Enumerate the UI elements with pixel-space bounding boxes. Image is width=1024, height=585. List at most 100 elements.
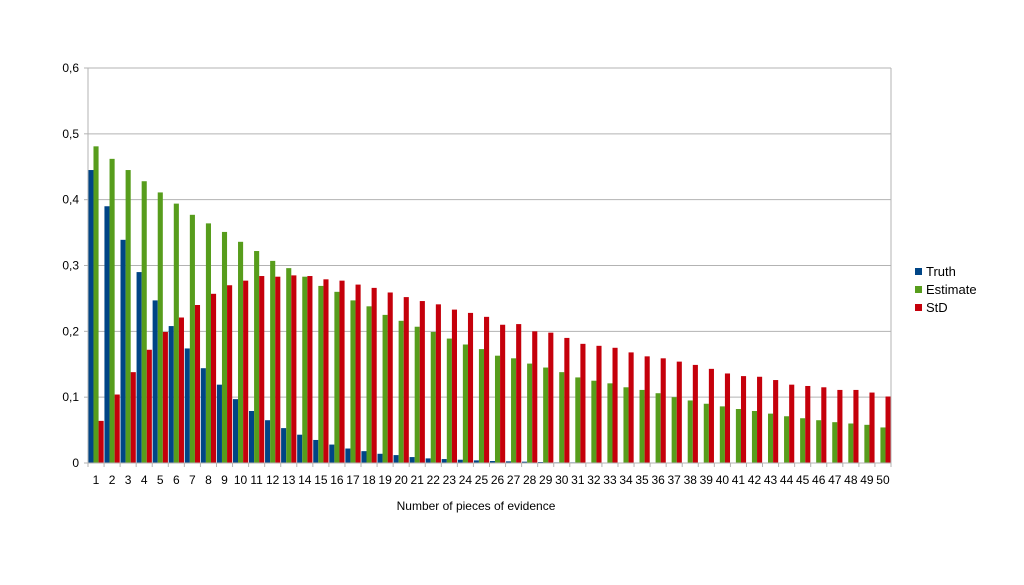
bar-std-6 [178,317,184,463]
bar-std-50 [885,396,891,463]
bar-std-48 [853,389,859,463]
x-tick-labels: 1 2 3 4 5 6 7 8 9 10 11 12 13 14 15 16 17 18 19 20 21 22 23 24 2… [93,473,890,487]
y-tick-labels: 0 0,1 0,2 0,3 0,4 0,5 0,6 [62,61,79,470]
bar-estimate-1 [93,146,99,463]
bar-estimate-46 [816,420,822,463]
bar-truth-8 [200,368,206,463]
bar-estimate-36 [655,393,661,463]
bar-truth-17 [345,448,351,463]
bar-truth-13 [281,428,287,463]
bar-estimate-13 [286,268,292,463]
x-tick-label: 19 [378,473,392,487]
bar-std-10 [243,280,249,463]
bar-std-16 [339,280,345,463]
bar-truth-28 [522,461,528,463]
bar-std-29 [548,332,554,463]
y-tick-label: 0,1 [62,390,79,404]
bar-std-28 [532,331,538,463]
bar-estimate-50 [880,427,886,463]
bar-estimate-24 [462,344,468,463]
bar-std-27 [516,324,522,463]
bar-truth-6 [168,326,174,463]
bar-estimate-9 [221,231,228,463]
bar-std-49 [869,392,875,463]
x-tick-label: 23 [443,473,457,487]
bar-truth-7 [184,348,190,463]
bar-truth-10 [232,399,239,463]
x-tick-label: 38 [684,473,698,487]
x-tick-label: 10 [234,473,248,487]
bar-estimate-2 [109,158,115,463]
bar-std-46 [821,387,827,463]
x-tick-label: 29 [539,473,553,487]
bar-truth-2 [104,206,110,463]
bar-std-41 [740,376,747,463]
y-tick-label: 0,4 [62,193,79,207]
x-tick-label: 26 [491,473,505,487]
bar-truth-15 [313,439,319,463]
legend-swatch-estimate [915,286,922,293]
x-tick-label: 2 [109,473,116,487]
bar-estimate-45 [800,418,806,463]
x-tick-label: 11 [250,473,263,487]
bar-estimate-19 [382,314,388,464]
bar-estimate-7 [189,214,195,463]
bar-std-45 [805,385,811,463]
bar-truth-1 [88,170,94,464]
bar-truth-16 [329,444,335,463]
x-tick-label: 42 [748,473,762,487]
bar-estimate-26 [494,355,501,463]
x-tick-label: 30 [555,473,569,487]
x-tick-label: 49 [860,473,874,487]
legend-swatch-truth [915,268,922,275]
x-tick-label: 16 [330,473,344,487]
bar-estimate-15 [318,285,324,463]
bar-truth-9 [216,384,222,463]
y-tick-label: 0,3 [62,259,79,273]
bars [88,146,891,464]
bar-std-2 [114,394,120,463]
bar-truth-27 [505,461,512,463]
y-tick-label: 0,5 [62,127,79,141]
x-tick-label: 6 [173,473,180,487]
bar-estimate-32 [591,380,597,463]
x-tick-label: 36 [651,473,665,487]
bar-std-35 [644,356,650,463]
legend-swatch-std [915,304,922,311]
bar-std-13 [291,275,297,464]
bar-truth-11 [248,410,255,463]
x-tick-label: 48 [844,473,858,487]
x-tick-label: 7 [189,473,196,487]
bar-std-32 [596,345,602,463]
bar-estimate-6 [173,203,179,463]
bar-estimate-38 [687,400,693,463]
bar-estimate-43 [768,413,774,464]
legend-label-std: StD [926,300,948,315]
x-tick-label: 43 [764,473,778,487]
x-tick-label: 15 [314,473,328,487]
bar-estimate-37 [671,397,677,463]
x-tick-label: 8 [205,473,212,487]
legend-label-estimate: Estimate [926,282,977,297]
bar-std-15 [323,279,329,463]
bar-std-39 [708,368,714,463]
x-tick-label: 28 [523,473,537,487]
bar-truth-12 [265,420,271,463]
x-tick-label: 5 [157,473,164,487]
x-tick-label: 45 [796,473,810,487]
bar-truth-3 [120,239,126,463]
bar-truth-4 [136,272,142,463]
x-tick-label: 4 [141,473,148,487]
bar-std-1 [98,420,104,463]
bar-estimate-22 [430,331,436,463]
bar-std-22 [435,304,441,463]
x-tick-label: 41 [732,473,746,487]
x-tick-label: 37 [668,473,682,487]
bar-estimate-3 [125,170,131,464]
bar-truth-26 [489,461,495,463]
x-tick-label: 17 [346,473,360,487]
bar-std-26 [500,324,506,463]
x-tick-label: 21 [411,473,425,487]
bar-std-30 [564,337,570,463]
